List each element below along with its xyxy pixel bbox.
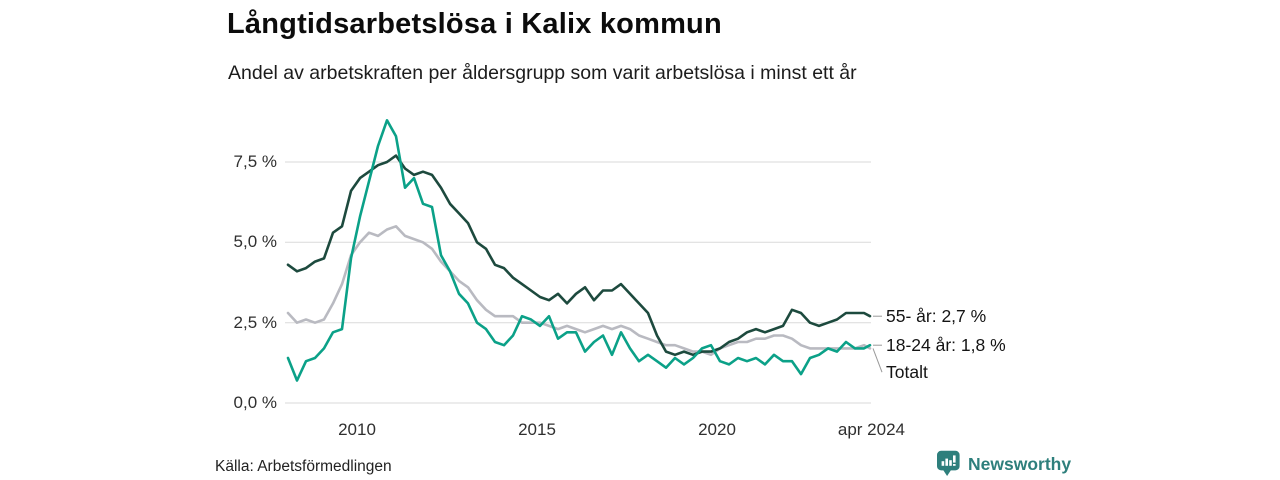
x-axis-tick-label: apr 2024 xyxy=(837,420,905,439)
source-attribution: Källa: Arbetsförmedlingen xyxy=(215,458,392,475)
series-end-label-0: 55- år: 2,7 % xyxy=(886,306,987,327)
newsworthy-brand: Newsworthy xyxy=(936,450,1071,478)
series-line-2 xyxy=(286,225,872,357)
y-axis-tick-label: 5,0 % xyxy=(233,232,277,252)
x-axis-tick-label: 2010 xyxy=(338,420,376,439)
page-title: Långtidsarbetslösa i Kalix kommun xyxy=(227,8,722,40)
series-end-label-1: 18-24 år: 1,8 % xyxy=(886,335,1006,356)
y-axis-tick-label: 2,5 % xyxy=(233,312,277,332)
x-axis-tick-label: 2015 xyxy=(518,420,556,439)
series-line-0 xyxy=(286,154,872,357)
series-line-1 xyxy=(286,119,872,382)
y-axis-tick-label: 0,0 % xyxy=(233,393,277,412)
leader-line xyxy=(872,348,883,373)
page-subtitle: Andel av arbetskraften per åldersgrupp s… xyxy=(228,62,857,84)
newsworthy-logo-icon xyxy=(936,450,961,478)
newsworthy-logo-text: Newsworthy xyxy=(968,453,1072,474)
series-end-label-2: Totalt xyxy=(886,362,928,383)
x-axis-tick-label: 2020 xyxy=(698,420,736,439)
y-axis-tick-label: 7,5 % xyxy=(233,152,277,172)
